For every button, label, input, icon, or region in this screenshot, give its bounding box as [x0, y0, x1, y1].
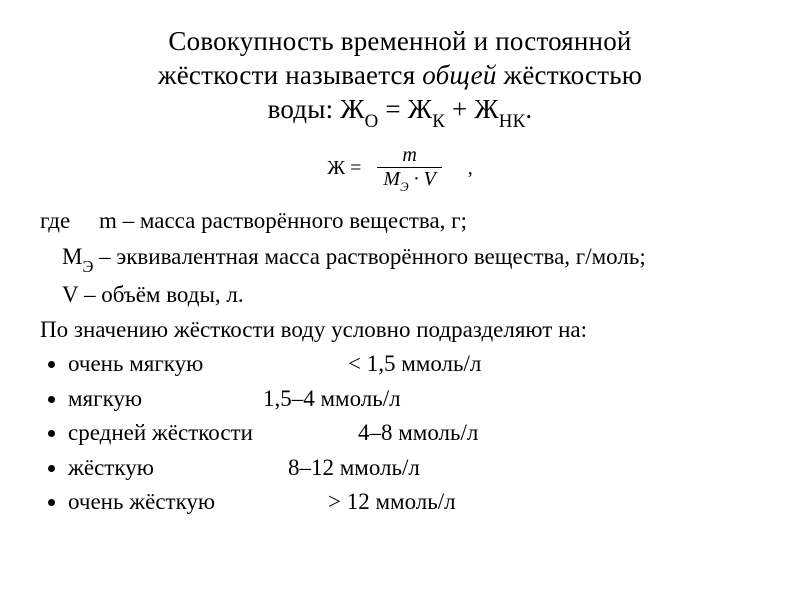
den-sub: Э — [400, 179, 409, 194]
formula-numerator: m — [388, 145, 430, 167]
list-item: очень мягкую< 1,5 ммоль/л — [68, 347, 760, 382]
list-item: средней жёсткости4–8 ммоль/л — [68, 416, 760, 451]
list-item: мягкую1,5–4 ммоль/л — [68, 382, 760, 417]
level-label: очень мягкую — [68, 347, 348, 382]
den-m: M — [383, 168, 400, 190]
title-line1: Совокупность временной и постоянной — [168, 26, 631, 56]
formula-lhs: Ж = — [327, 157, 361, 180]
level-range: > 12 ммоль/л — [328, 485, 456, 520]
title-eq1: = Ж — [378, 94, 432, 124]
definitions: где m – масса растворённого вещества, г;… — [40, 204, 760, 311]
where-label: где — [40, 208, 70, 233]
level-range: < 1,5 ммоль/л — [348, 347, 481, 382]
title-line2-post: жёсткостью — [497, 60, 643, 90]
def-me-sub: Э — [82, 257, 93, 276]
title-sub-nk: НК — [499, 111, 526, 132]
list-item: очень жёсткую> 12 ммоль/л — [68, 485, 760, 520]
level-range: 4–8 ммоль/л — [358, 416, 478, 451]
den-v: V — [424, 168, 436, 190]
level-label: очень жёсткую — [68, 485, 328, 520]
hardness-levels-list: очень мягкую< 1,5 ммоль/л мягкую1,5–4 мм… — [40, 347, 760, 520]
den-dot: · — [409, 168, 424, 190]
title-line2-pre: жёсткости называется — [158, 60, 422, 90]
title-plus: + Ж — [445, 94, 499, 124]
classification-header: По значению жёсткости воду условно подра… — [40, 317, 760, 343]
title-sub-k: К — [432, 111, 445, 132]
formula-fraction: m MЭ · V — [377, 145, 441, 193]
formula: Ж = m MЭ · V , — [40, 145, 760, 193]
def-v: V – объём воды, л. — [40, 278, 760, 311]
title-line3-pre: воды: Ж — [268, 94, 365, 124]
title-sub-o: О — [365, 111, 379, 132]
level-label: жёсткую — [68, 451, 288, 486]
def-me-post: – эквивалентная масса растворённого веще… — [93, 244, 645, 269]
list-item: жёсткую8–12 ммоль/л — [68, 451, 760, 486]
level-range: 8–12 ммоль/л — [288, 451, 420, 486]
def-m: m – масса растворённого вещества, г; — [99, 208, 467, 233]
title-dot: . — [525, 94, 532, 124]
level-label: мягкую — [68, 382, 263, 417]
title-line2-italic: общей — [422, 60, 496, 90]
formula-denominator: MЭ · V — [377, 167, 441, 193]
def-me-pre: М — [62, 244, 82, 269]
formula-comma: , — [468, 157, 473, 180]
level-label: средней жёсткости — [68, 416, 358, 451]
slide-title: Совокупность временной и постоянной жёст… — [40, 25, 760, 131]
level-range: 1,5–4 ммоль/л — [263, 382, 401, 417]
